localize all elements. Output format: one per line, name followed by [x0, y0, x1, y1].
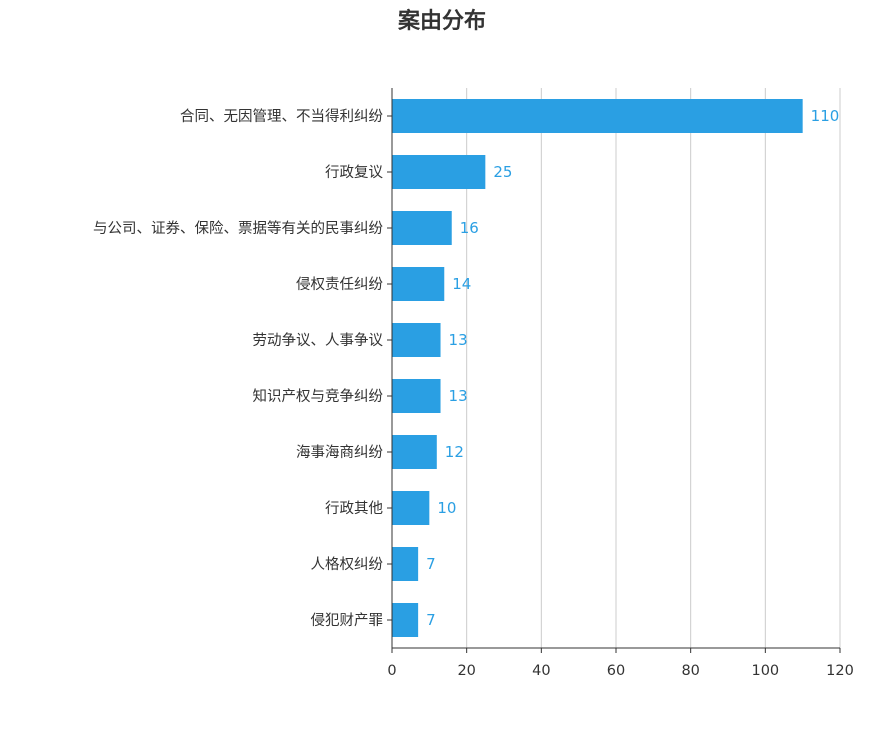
bars: [392, 99, 803, 637]
bar[interactable]: [392, 323, 441, 357]
category-label: 合同、无因管理、不当得利纠纷: [180, 108, 383, 125]
x-tick-label: 100: [751, 663, 779, 679]
data-label: 7: [426, 555, 436, 573]
category-label: 侵犯财产罪: [311, 612, 384, 629]
data-label: 25: [493, 163, 512, 181]
category-label: 行政复议: [325, 163, 383, 181]
data-label: 110: [811, 107, 840, 125]
bar[interactable]: [392, 211, 452, 245]
bar[interactable]: [392, 379, 441, 413]
bar[interactable]: [392, 99, 803, 133]
category-label: 海事海商纠纷: [296, 444, 383, 461]
labels: 0 20 40 60 80 100 120 合同、无因管理、不当得利纠纷 110 行政复议 25 与公…: [93, 107, 854, 679]
x-tick-label: 20: [457, 663, 475, 679]
category-label: 侵权责任纠纷: [296, 276, 383, 293]
axes: [387, 88, 841, 653]
data-label: 13: [449, 331, 468, 349]
gridlines: [466, 88, 841, 648]
category-label: 知识产权与竞争纠纷: [253, 387, 384, 405]
data-label: 7: [426, 611, 436, 629]
category-label: 人格权纠纷: [311, 556, 384, 573]
data-label: 16: [460, 219, 479, 237]
data-label: 14: [452, 275, 471, 293]
chart-title: 案由分布: [397, 9, 486, 34]
x-tick-label: 0: [387, 663, 396, 679]
x-tick-label: 120: [826, 663, 854, 679]
x-tick-label: 80: [681, 663, 699, 679]
bar[interactable]: [392, 491, 430, 525]
bar[interactable]: [392, 435, 437, 469]
data-label: 13: [449, 387, 468, 405]
bar[interactable]: [392, 547, 419, 581]
category-label: 行政其他: [325, 500, 383, 517]
bar[interactable]: [392, 267, 445, 301]
bar[interactable]: [392, 603, 419, 637]
x-tick-label: 40: [532, 663, 550, 679]
data-label: 12: [445, 443, 464, 461]
category-label: 与公司、证券、保险、票据等有关的民事纠纷: [93, 219, 383, 237]
data-label: 10: [437, 499, 456, 517]
bar[interactable]: [392, 155, 486, 189]
category-label: 劳动争议、人事争议: [253, 331, 384, 349]
x-tick-label: 60: [607, 663, 625, 679]
